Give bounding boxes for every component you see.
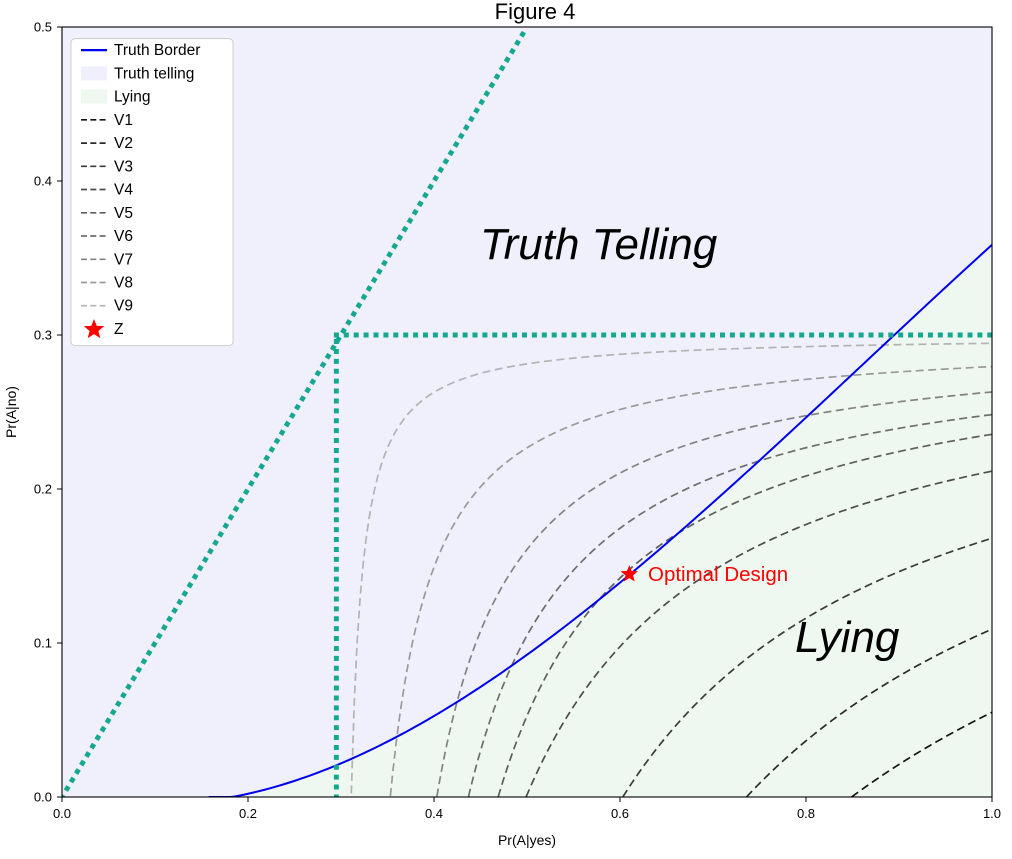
svg-text:Truth Border: Truth Border [114, 42, 200, 59]
svg-text:0.2: 0.2 [34, 482, 52, 497]
svg-text:Lying: Lying [795, 613, 900, 662]
svg-text:Z: Z [114, 321, 123, 338]
svg-text:Pr(A|yes): Pr(A|yes) [498, 832, 556, 848]
svg-text:0.4: 0.4 [34, 174, 52, 189]
svg-text:0.0: 0.0 [34, 790, 52, 805]
svg-text:0.1: 0.1 [34, 636, 52, 651]
svg-text:0.4: 0.4 [425, 806, 443, 821]
svg-text:0.5: 0.5 [34, 20, 52, 35]
svg-text:Figure 4: Figure 4 [495, 0, 576, 24]
svg-text:0.3: 0.3 [34, 328, 52, 343]
svg-text:1.0: 1.0 [983, 806, 1001, 821]
svg-text:V9: V9 [114, 298, 133, 315]
svg-text:0.6: 0.6 [611, 806, 629, 821]
svg-text:Truth Telling: Truth Telling [480, 220, 718, 269]
svg-text:V8: V8 [114, 275, 133, 292]
svg-text:V1: V1 [114, 112, 133, 129]
svg-text:0.8: 0.8 [797, 806, 815, 821]
svg-text:0.2: 0.2 [239, 806, 257, 821]
svg-text:V3: V3 [114, 158, 133, 175]
svg-text:V2: V2 [114, 135, 133, 152]
svg-text:V5: V5 [114, 205, 133, 222]
svg-text:0.0: 0.0 [53, 806, 71, 821]
svg-text:Pr(A|no): Pr(A|no) [3, 386, 19, 438]
svg-text:V6: V6 [114, 228, 133, 245]
svg-text:Truth telling: Truth telling [114, 65, 194, 82]
svg-text:V7: V7 [114, 251, 133, 268]
svg-text:Lying: Lying [114, 89, 150, 106]
svg-text:Optimal Design: Optimal Design [648, 563, 788, 586]
svg-text:V4: V4 [114, 182, 133, 199]
